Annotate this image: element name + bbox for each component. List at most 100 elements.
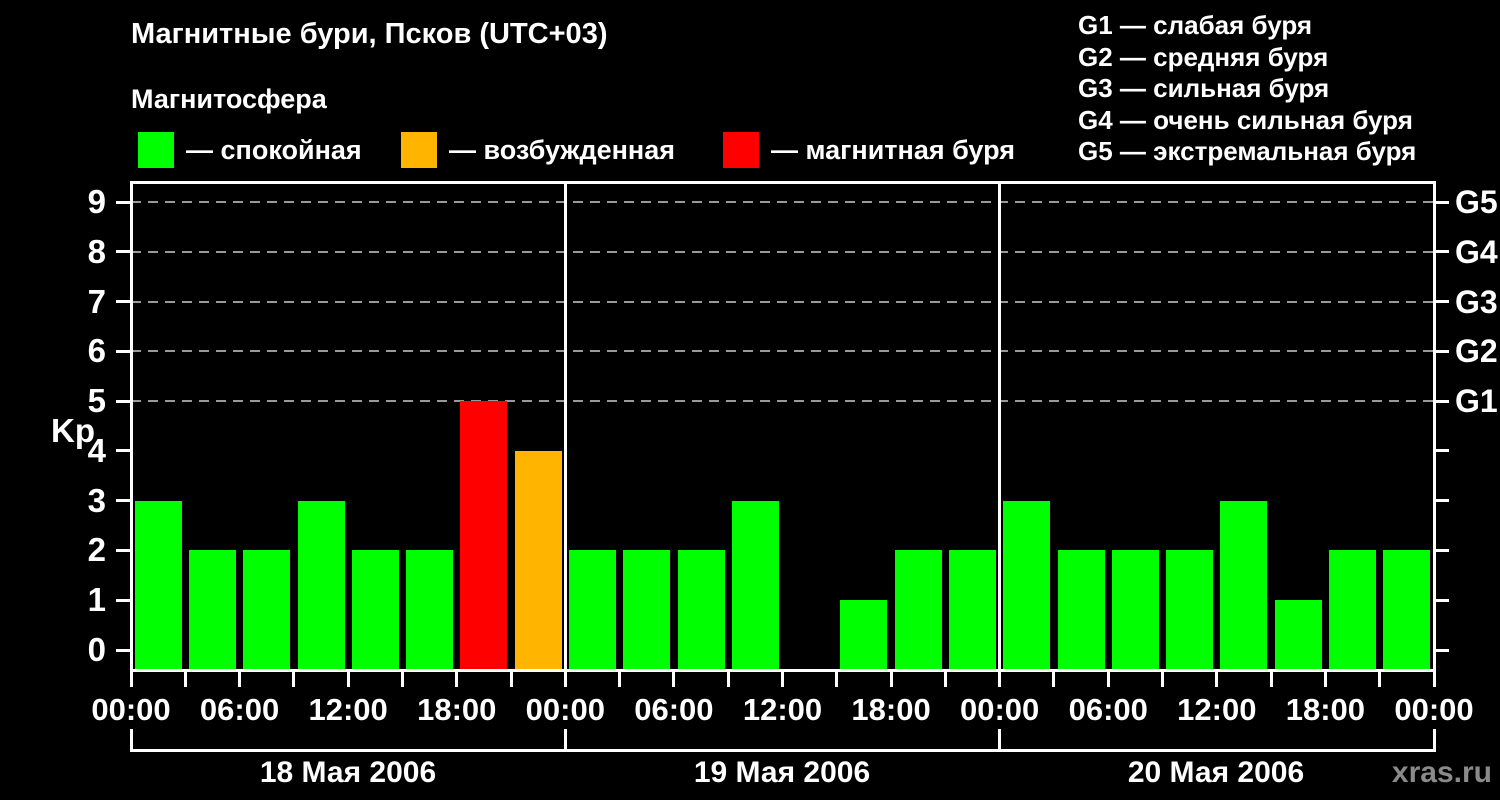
y-axis-tick-right bbox=[1435, 300, 1449, 304]
date-label-day2: 19 Мая 2006 bbox=[693, 756, 871, 789]
y-axis-tick bbox=[116, 598, 130, 602]
y-axis-tick bbox=[116, 200, 130, 204]
g-axis-label: G4 bbox=[1455, 233, 1498, 270]
y-axis-tick bbox=[116, 499, 130, 503]
kp-bar bbox=[949, 550, 997, 669]
x-axis-label: 06:00 bbox=[634, 692, 714, 727]
y-axis-tick-right bbox=[1435, 499, 1449, 503]
x-axis-tick bbox=[292, 672, 296, 687]
g-scale-legend-line-g3: G3 — сильная буря bbox=[1078, 73, 1330, 104]
legend-item-quiet: — спокойная bbox=[138, 131, 362, 169]
storm-color-swatch bbox=[723, 132, 759, 168]
grid-line bbox=[131, 350, 1434, 353]
x-axis-tick bbox=[183, 672, 187, 687]
y-axis-tick bbox=[116, 399, 130, 403]
y-axis-tick bbox=[116, 250, 130, 254]
legend-label-quiet: — спокойная bbox=[186, 134, 362, 165]
y-axis-tick-right bbox=[1435, 399, 1449, 403]
y-axis-tick bbox=[116, 449, 130, 453]
x-axis-label: 18:00 bbox=[851, 692, 931, 727]
g-scale-legend-line-g4: G4 — очень сильная буря bbox=[1078, 104, 1413, 135]
y-axis-label: 1 bbox=[87, 581, 106, 619]
g-scale-legend-line-g5: G5 — экстремальная буря bbox=[1078, 136, 1417, 167]
quiet-color-swatch bbox=[138, 132, 174, 168]
kp-bar bbox=[1274, 600, 1322, 669]
kp-bar bbox=[623, 550, 671, 669]
x-axis-tick bbox=[672, 672, 676, 687]
y-axis-title: Kp bbox=[51, 412, 95, 449]
kp-bar bbox=[406, 550, 454, 669]
y-axis-label: 2 bbox=[87, 531, 106, 569]
kp-bar bbox=[1220, 500, 1268, 669]
y-axis-label: 5 bbox=[87, 382, 106, 420]
page-title: Магнитные бури, Псков (UTC+03) bbox=[131, 18, 608, 50]
xras-watermark: xras.ru bbox=[1391, 756, 1492, 789]
x-axis-tick bbox=[563, 672, 567, 687]
y-axis-tick-right bbox=[1435, 349, 1449, 353]
kp-bar bbox=[514, 450, 562, 669]
y-axis-label: 0 bbox=[87, 631, 106, 668]
date-label-day3: 20 Мая 2006 bbox=[1127, 756, 1305, 789]
y-axis-tick-right bbox=[1435, 250, 1449, 254]
y-axis-tick-right bbox=[1435, 449, 1449, 453]
x-axis-tick bbox=[455, 672, 459, 687]
x-axis-label: 12:00 bbox=[1177, 692, 1257, 727]
x-axis-tick bbox=[509, 672, 513, 687]
kp-bar bbox=[1329, 550, 1377, 669]
x-axis-tick bbox=[835, 672, 839, 687]
g-axis-label: G1 bbox=[1455, 383, 1498, 420]
y-axis-tick-right bbox=[1435, 548, 1449, 552]
g-scale-legend-line-g2: G2 — средняя буря bbox=[1078, 41, 1329, 72]
x-axis-tick bbox=[1378, 672, 1382, 687]
x-axis-label: 18:00 bbox=[1285, 692, 1366, 727]
y-axis-label: 3 bbox=[87, 481, 106, 519]
y-axis-tick-right bbox=[1435, 648, 1449, 652]
kp-bar bbox=[568, 550, 616, 669]
x-axis-label: 00:00 bbox=[1394, 692, 1474, 727]
kp-bar bbox=[243, 550, 291, 669]
x-axis-label: 12:00 bbox=[742, 692, 823, 727]
x-axis-label: 06:00 bbox=[1068, 692, 1148, 727]
x-axis-tick bbox=[1215, 672, 1219, 687]
kp-bar bbox=[894, 550, 942, 669]
date-label-day1: 18 Мая 2006 bbox=[259, 756, 437, 789]
day-separator-line bbox=[563, 182, 567, 670]
magnetosphere-subtitle: Магнитосфера bbox=[131, 84, 327, 114]
kp-bar bbox=[840, 600, 888, 669]
y-axis-label: 4 bbox=[87, 431, 106, 469]
x-axis-tick bbox=[781, 672, 784, 687]
kp-bar bbox=[297, 500, 345, 669]
kp-bar bbox=[1383, 550, 1431, 669]
kp-bar bbox=[731, 500, 779, 669]
kp-bar bbox=[460, 401, 508, 669]
legend-item-storm: — магнитная буря bbox=[723, 131, 1015, 169]
x-axis-tick bbox=[618, 672, 622, 687]
x-axis-label: 00:00 bbox=[91, 692, 171, 727]
x-axis-tick bbox=[889, 672, 893, 687]
kp-bar bbox=[1003, 500, 1051, 669]
day-separator-line bbox=[998, 182, 1002, 670]
date-bracket-tick bbox=[129, 729, 133, 749]
legend-label-storm: — магнитная буря bbox=[771, 134, 1015, 165]
x-axis-tick bbox=[238, 672, 242, 687]
kp-bar bbox=[1057, 550, 1105, 669]
kp-bar bbox=[134, 500, 182, 669]
g-axis-label: G5 bbox=[1455, 184, 1498, 220]
y-axis-tick bbox=[116, 349, 130, 353]
kp-bar bbox=[351, 550, 399, 669]
date-bracket-tick bbox=[998, 729, 1002, 749]
kp-bar bbox=[188, 550, 236, 669]
x-axis-tick bbox=[1052, 672, 1056, 687]
x-axis-tick bbox=[726, 672, 730, 687]
grid-line bbox=[131, 201, 1434, 203]
grid-line bbox=[131, 400, 1434, 403]
y-axis-label: 9 bbox=[87, 183, 106, 220]
y-axis-label: 7 bbox=[87, 282, 106, 320]
y-axis-tick-right bbox=[1435, 200, 1449, 204]
g-axis-label: G2 bbox=[1455, 333, 1498, 370]
date-bracket-tick bbox=[563, 729, 567, 749]
x-axis-tick bbox=[1432, 672, 1436, 687]
date-bracket-tick bbox=[1432, 729, 1436, 749]
